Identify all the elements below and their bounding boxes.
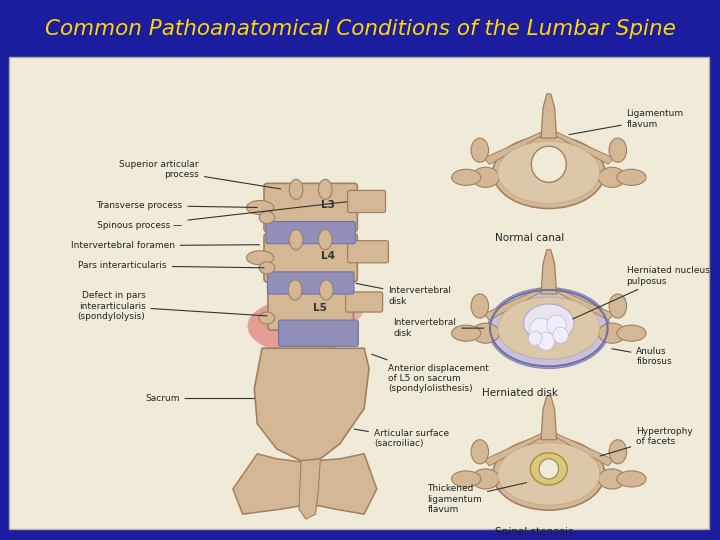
Ellipse shape (488, 288, 610, 368)
Text: Intervertebral
disk: Intervertebral disk (393, 319, 484, 338)
Circle shape (539, 459, 559, 479)
Text: Anulus
fibrosus: Anulus fibrosus (612, 347, 672, 366)
Ellipse shape (288, 280, 302, 300)
Text: Pars interarticularis: Pars interarticularis (78, 261, 264, 271)
Text: Transverse process: Transverse process (96, 201, 257, 210)
Text: L4: L4 (321, 251, 336, 261)
Polygon shape (299, 459, 320, 519)
Ellipse shape (498, 141, 600, 204)
Text: Normal canal: Normal canal (495, 233, 564, 242)
Circle shape (553, 327, 568, 343)
FancyBboxPatch shape (267, 272, 354, 294)
Ellipse shape (451, 170, 481, 185)
Ellipse shape (617, 170, 646, 185)
Polygon shape (541, 94, 557, 138)
Text: Thickened
ligamentum
flavum: Thickened ligamentum flavum (428, 483, 526, 514)
Ellipse shape (296, 288, 364, 328)
FancyBboxPatch shape (279, 320, 359, 346)
Polygon shape (233, 454, 377, 514)
Text: Articular surface
(sacroiliac): Articular surface (sacroiliac) (354, 429, 449, 448)
Text: Anterior displacement
of L5 on sacrum
(spondylolisthesis): Anterior displacement of L5 on sacrum (s… (372, 354, 490, 393)
FancyBboxPatch shape (268, 286, 354, 330)
Ellipse shape (451, 325, 481, 341)
Ellipse shape (259, 312, 275, 324)
Text: Intervertebral foramen: Intervertebral foramen (71, 241, 259, 250)
Ellipse shape (609, 138, 626, 162)
Ellipse shape (471, 294, 489, 318)
Circle shape (547, 315, 567, 335)
FancyBboxPatch shape (348, 241, 389, 263)
Ellipse shape (289, 230, 303, 249)
Text: Spinous process —: Spinous process — (97, 202, 347, 230)
FancyBboxPatch shape (266, 221, 356, 244)
Polygon shape (484, 434, 541, 466)
Ellipse shape (617, 325, 646, 341)
Ellipse shape (472, 167, 499, 187)
Circle shape (537, 332, 554, 350)
Ellipse shape (498, 297, 600, 359)
Circle shape (529, 318, 553, 342)
FancyBboxPatch shape (348, 191, 385, 213)
Ellipse shape (531, 453, 567, 485)
Text: Herniated nucleus
pulposus: Herniated nucleus pulposus (572, 266, 709, 319)
Ellipse shape (246, 200, 274, 214)
Ellipse shape (598, 469, 626, 489)
Text: Herniated disk: Herniated disk (482, 388, 558, 399)
Text: Hypertrophy
of facets: Hypertrophy of facets (600, 427, 693, 456)
FancyBboxPatch shape (264, 184, 357, 232)
FancyBboxPatch shape (346, 292, 382, 312)
Ellipse shape (493, 438, 605, 510)
Ellipse shape (493, 292, 605, 365)
Ellipse shape (472, 469, 499, 489)
Ellipse shape (451, 471, 481, 487)
Text: Ligamentum
flavum: Ligamentum flavum (569, 109, 684, 134)
Ellipse shape (318, 230, 332, 249)
Ellipse shape (598, 167, 626, 187)
Text: Common Pathoanatomical Conditions of the Lumbar Spine: Common Pathoanatomical Conditions of the… (45, 19, 675, 39)
Text: Intervertebral
disk: Intervertebral disk (356, 284, 451, 306)
FancyBboxPatch shape (9, 57, 709, 529)
Ellipse shape (472, 323, 499, 343)
Polygon shape (541, 249, 557, 294)
Ellipse shape (259, 212, 275, 224)
Ellipse shape (498, 443, 600, 505)
Text: Sacrum: Sacrum (145, 394, 254, 403)
Text: Spinal stenosis: Spinal stenosis (495, 527, 574, 537)
Ellipse shape (248, 299, 354, 354)
Ellipse shape (318, 179, 332, 199)
Ellipse shape (598, 323, 626, 343)
Circle shape (528, 331, 542, 345)
Ellipse shape (523, 304, 574, 342)
Ellipse shape (320, 280, 333, 300)
Text: L3: L3 (321, 200, 335, 211)
Circle shape (531, 146, 567, 183)
Polygon shape (557, 434, 614, 466)
Ellipse shape (609, 440, 626, 464)
Polygon shape (541, 395, 557, 440)
Ellipse shape (246, 251, 274, 265)
Polygon shape (557, 288, 614, 320)
Polygon shape (557, 132, 614, 164)
Ellipse shape (471, 440, 489, 464)
Text: Defect in pars
interarticularis
(spondylolysis): Defect in pars interarticularis (spondyl… (78, 291, 267, 321)
Ellipse shape (493, 136, 605, 208)
Polygon shape (254, 348, 369, 461)
Ellipse shape (609, 294, 626, 318)
FancyBboxPatch shape (264, 234, 357, 282)
Text: Superior articular
process: Superior articular process (120, 160, 281, 189)
Ellipse shape (289, 179, 303, 199)
Polygon shape (484, 132, 541, 164)
Ellipse shape (617, 471, 646, 487)
Ellipse shape (471, 138, 489, 162)
Text: L5: L5 (313, 303, 328, 313)
Polygon shape (484, 288, 541, 320)
Ellipse shape (259, 262, 275, 274)
